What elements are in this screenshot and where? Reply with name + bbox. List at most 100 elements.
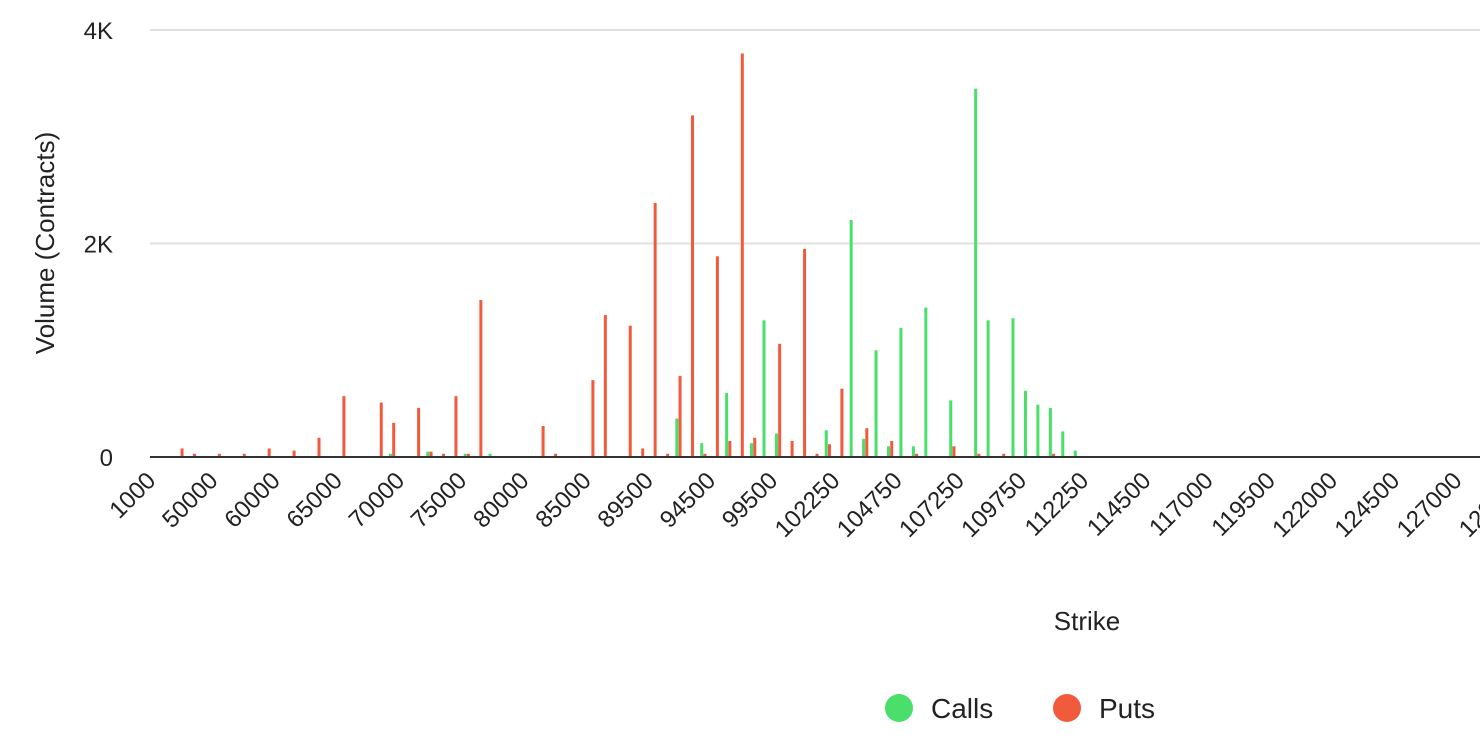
x-tick-label: 94500 [655, 467, 721, 533]
x-tick-label: 80000 [468, 467, 534, 533]
puts-bar[interactable] [379, 402, 383, 457]
puts-bar[interactable] [180, 448, 184, 457]
calls-bar[interactable] [899, 327, 903, 457]
puts-bar[interactable] [865, 428, 869, 457]
puts-bar[interactable] [541, 426, 545, 457]
x-tick-label: 102250 [770, 467, 846, 543]
x-tick-label: 122000 [1267, 467, 1343, 543]
calls-bar[interactable] [725, 392, 729, 457]
puts-bar[interactable] [267, 448, 271, 457]
x-tick-label: 75000 [406, 467, 472, 533]
calls-bar[interactable] [874, 350, 878, 457]
y-axis-title: Volume (Contracts) [30, 132, 60, 355]
puts-bar[interactable] [317, 437, 321, 457]
puts-bar[interactable] [417, 407, 421, 457]
puts-bar[interactable] [778, 343, 782, 457]
puts-bar[interactable] [815, 453, 819, 457]
calls-bar[interactable] [1011, 318, 1015, 457]
puts-bar[interactable] [915, 453, 919, 457]
calls-bar[interactable] [463, 453, 467, 457]
puts-bar[interactable] [827, 444, 831, 457]
x-tick-label: 119500 [1206, 467, 1280, 541]
puts-bar[interactable] [454, 396, 458, 457]
calls-bar[interactable] [1073, 450, 1077, 457]
puts-bar[interactable] [292, 450, 296, 457]
calls-bar[interactable] [974, 88, 978, 458]
y-axis-ticks: 0 2K 4K [84, 18, 113, 472]
calls-bar[interactable] [862, 438, 866, 457]
calls-bar[interactable] [700, 443, 704, 457]
puts-bar[interactable] [1002, 453, 1006, 457]
puts-bar[interactable] [193, 453, 196, 457]
puts-bar[interactable] [242, 453, 246, 457]
puts-bar[interactable] [591, 380, 595, 457]
puts-bar[interactable] [753, 437, 757, 457]
puts-bar[interactable] [740, 53, 744, 458]
puts-bar[interactable] [641, 448, 645, 457]
calls-bar[interactable] [750, 443, 754, 457]
x-tick-label: 127000 [1392, 467, 1468, 543]
puts-bar[interactable] [342, 396, 346, 457]
legend-item-calls[interactable]: Calls [885, 693, 993, 724]
puts-bar[interactable] [703, 453, 707, 457]
calls-bar[interactable] [1048, 407, 1052, 457]
calls-bar[interactable] [911, 446, 915, 457]
puts-bar[interactable] [217, 453, 221, 457]
x-tick-label: 60000 [219, 467, 285, 533]
x-axis-ticks: 1000500006000065000700007500080000850008… [104, 467, 1480, 543]
calls-bar[interactable] [1036, 404, 1040, 457]
puts-bar[interactable] [715, 256, 719, 457]
y-tick-label: 4K [84, 18, 113, 45]
gridlines [150, 29, 1480, 245]
bars [180, 53, 1077, 458]
x-tick-label: 85000 [530, 467, 596, 533]
puts-bar[interactable] [653, 202, 657, 457]
calls-bar[interactable] [986, 320, 990, 457]
puts-bar[interactable] [466, 453, 470, 457]
x-axis-title: Strike [1054, 606, 1120, 636]
puts-bar[interactable] [678, 375, 682, 457]
puts-bar[interactable] [803, 248, 807, 457]
calls-bar[interactable] [824, 430, 828, 457]
legend-calls-label: Calls [931, 693, 993, 724]
x-tick-label: 109750 [956, 467, 1032, 543]
x-tick-label: 65000 [282, 467, 348, 533]
calls-bar[interactable] [1061, 431, 1065, 457]
calls-bar[interactable] [1023, 390, 1027, 457]
x-tick-label: 124500 [1330, 467, 1406, 543]
legend[interactable]: Calls Puts [885, 693, 1155, 724]
y-tick-label: 0 [100, 445, 113, 472]
puts-bar[interactable] [728, 440, 732, 457]
puts-bar[interactable] [392, 422, 396, 457]
calls-bar[interactable] [774, 433, 778, 457]
puts-bar[interactable] [840, 388, 844, 457]
puts-bar[interactable] [952, 446, 956, 457]
puts-bar[interactable] [554, 453, 558, 457]
puts-bar[interactable] [790, 440, 794, 457]
calls-bar[interactable] [389, 453, 392, 457]
calls-bar[interactable] [675, 418, 679, 457]
puts-bar[interactable] [666, 453, 670, 457]
legend-item-puts[interactable]: Puts [1053, 693, 1155, 724]
puts-bar[interactable] [479, 300, 483, 457]
puts-bar[interactable] [890, 440, 894, 457]
calls-bar[interactable] [426, 451, 430, 457]
puts-bar[interactable] [628, 325, 632, 457]
x-tick-label: 70000 [344, 467, 410, 533]
puts-bar[interactable] [442, 453, 445, 457]
calls-bar[interactable] [887, 446, 890, 457]
calls-bar[interactable] [949, 400, 953, 457]
puts-bar[interactable] [1052, 453, 1056, 457]
puts-bar[interactable] [429, 451, 433, 457]
puts-bar[interactable] [977, 453, 981, 457]
calls-bar[interactable] [924, 307, 928, 457]
calls-bar[interactable] [488, 453, 492, 457]
puts-bar[interactable] [603, 315, 607, 457]
calls-bar[interactable] [849, 220, 853, 457]
x-tick-label: 107250 [894, 467, 970, 543]
puts-bar[interactable] [691, 115, 694, 458]
legend-calls-marker [885, 694, 913, 722]
calls-bar[interactable] [762, 320, 766, 457]
legend-puts-marker [1053, 694, 1081, 722]
